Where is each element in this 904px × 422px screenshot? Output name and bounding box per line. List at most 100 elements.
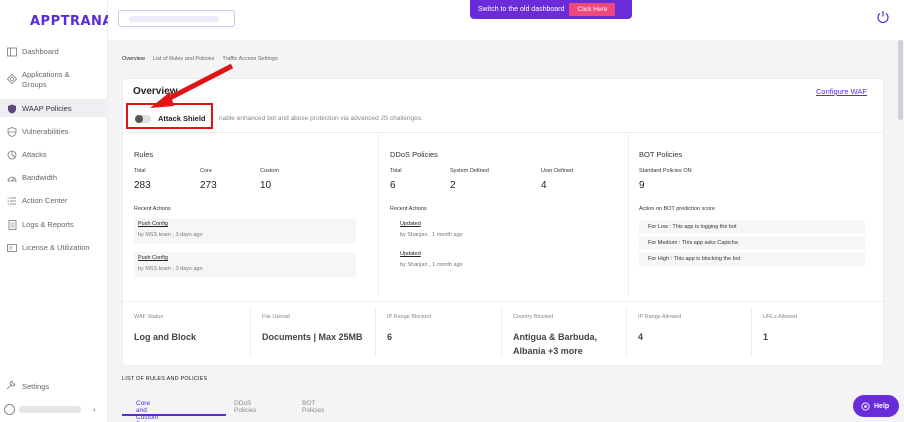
sidebar-item-label: Vulnerabilities (22, 126, 69, 136)
action-sub: by MSS team , 3 days ago (138, 266, 203, 272)
applications-icon (6, 73, 17, 84)
vulnerabilities-icon (6, 126, 17, 137)
divider (378, 134, 379, 296)
rules-title: Rules (134, 150, 154, 159)
divider (375, 308, 376, 356)
rules-custom-value: 10 (260, 180, 272, 191)
sidebar-item-label: Bandwidth (22, 172, 58, 182)
action-title[interactable]: Push Config (138, 221, 168, 227)
stat-value: 6 (387, 332, 393, 342)
sidebar-item-license[interactable]: License & Utilization (0, 242, 108, 262)
action-title[interactable]: Updated (400, 251, 421, 257)
sidebar-item-label: Applications & Groups (22, 69, 70, 89)
shield-icon (6, 103, 17, 114)
list-item[interactable]: Push Config by MSS team , 3 days ago (134, 218, 356, 244)
configure-waf-link[interactable]: Configure WAF (816, 87, 867, 96)
tab-core-custom-rules[interactable]: Core and Custom Rules (136, 400, 159, 422)
tab-traffic-access[interactable]: Traffic Access Settings (222, 56, 278, 62)
user-menu[interactable]: › (4, 402, 104, 416)
chevron-right-icon: › (93, 404, 96, 414)
tab-list-of-rules[interactable]: List of Rules and Policies (152, 56, 215, 62)
ddos-user-label: User Defined (541, 168, 574, 174)
logs-icon (6, 219, 17, 230)
sidebar-item-label: WAAP Policies (22, 103, 72, 113)
attack-shield-description: nable enhanced bot and abuse protection … (219, 115, 423, 122)
bandwidth-icon (6, 172, 17, 183)
ddos-user-value: 4 (541, 180, 547, 191)
sidebar-item-action-center[interactable]: Action Center (0, 195, 108, 215)
list-item: For High : This app is blocking the bot (639, 252, 865, 266)
list-section-title: LIST OF RULES AND POLICIES (122, 376, 208, 382)
stat-value: Antigua & Barbuda, Albania +3 more (513, 332, 598, 356)
action-center-icon (6, 195, 17, 206)
rules-total-label: Total (134, 168, 146, 174)
divider (626, 308, 627, 356)
rules-total-value: 283 (134, 180, 151, 191)
power-icon[interactable] (876, 10, 890, 24)
red-arrow-annotation (150, 63, 234, 108)
rules-recent-label: Recent Actions (134, 206, 171, 212)
divider (628, 134, 629, 296)
stats-row: WAF Status Log and Block File Upload Doc… (123, 301, 883, 365)
stat-label: IP Range Allowed (638, 314, 682, 320)
ddos-system-label: System Defined (450, 168, 489, 174)
chat-icon (861, 401, 870, 411)
list-item[interactable]: Updated by Shanjan , 1 month ago (390, 218, 616, 244)
bot-section: BOT Policies Standard Policies ON 9 Acti… (628, 134, 883, 296)
app-logo[interactable]: APPTRANA (30, 14, 113, 29)
sidebar-item-label: Dashboard (22, 46, 59, 56)
sidebar-item-waap-policies[interactable]: WAAP Policies (0, 99, 108, 117)
bot-title: BOT Policies (639, 150, 683, 159)
tab-bot-policies[interactable]: BOT Policies (302, 400, 325, 414)
list-item[interactable]: Push Config by MSS team , 3 days ago (134, 252, 356, 278)
user-name-redacted (19, 405, 81, 413)
rules-core-label: Core (200, 168, 212, 174)
help-button[interactable]: Help (853, 395, 899, 417)
wrench-icon (6, 380, 17, 392)
stat-value: Log and Block (134, 332, 197, 342)
list-item[interactable]: Updated by Shanjan , 1 month ago (390, 248, 616, 274)
sidebar-item-applications[interactable]: Applications & Groups (0, 69, 108, 95)
action-title[interactable]: Push Config (138, 255, 168, 261)
divider (250, 308, 251, 356)
rules-custom-label: Custom (260, 168, 279, 174)
attack-shield-toggle[interactable] (135, 115, 151, 123)
sidebar-item-vulnerabilities[interactable]: Vulnerabilities (0, 126, 108, 146)
sidebar-item-attacks[interactable]: Attacks (0, 149, 108, 169)
rules-core-value: 273 (200, 180, 217, 191)
stat-waf-status: WAF Status Log and Block (123, 302, 248, 362)
sidebar-item-logs-reports[interactable]: Logs & Reports (0, 219, 108, 239)
overview-card: Overview Configure WAF Attack Shield nab… (122, 78, 884, 366)
action-sub: by Shanjan , 1 month ago (400, 262, 463, 268)
stat-file-upload: File Upload Documents | Max 25MB (251, 302, 376, 362)
bot-standard-value: 9 (639, 180, 645, 191)
ddos-section: DDoS Policies Total System Defined User … (379, 134, 629, 296)
avatar (4, 403, 15, 415)
ddos-total-value: 6 (390, 180, 396, 191)
tab-overview[interactable]: Overview (122, 56, 145, 62)
bot-standard-label: Standard Policies ON (639, 168, 692, 174)
attack-shield-label: Attack Shield (158, 114, 206, 123)
tab-ddos-policies[interactable]: DDoS Policies (234, 400, 257, 414)
scrollbar[interactable] (898, 40, 903, 120)
app-selector-input[interactable] (118, 10, 235, 27)
divider (501, 308, 502, 356)
sidebar-item-bandwidth[interactable]: Bandwidth (0, 172, 108, 192)
divider (751, 308, 752, 356)
click-here-button[interactable]: Click Here (569, 3, 616, 16)
attacks-icon (6, 149, 17, 160)
action-title[interactable]: Updated (400, 221, 421, 227)
stat-label: URLs Allowed (763, 314, 798, 320)
settings-link[interactable]: Settings (6, 380, 49, 392)
rules-section: Rules Total Core Custom 283 273 10 Recen… (123, 134, 378, 296)
sidebar-item-dashboard[interactable]: Dashboard (0, 46, 108, 66)
stat-value: 4 (638, 332, 644, 342)
ddos-system-value: 2 (450, 180, 456, 191)
banner-text: Switch to the old dashboard (478, 6, 565, 13)
stat-label: Country Blocked (513, 314, 554, 320)
license-icon (6, 242, 17, 253)
list-item: For Medium : This app asks Captcha (639, 236, 865, 250)
top-bar: Switch to the old dashboard Click Here (108, 0, 904, 40)
sidebar-item-label: Action Center (22, 195, 68, 205)
sidebar-item-label: Logs & Reports (22, 219, 74, 229)
